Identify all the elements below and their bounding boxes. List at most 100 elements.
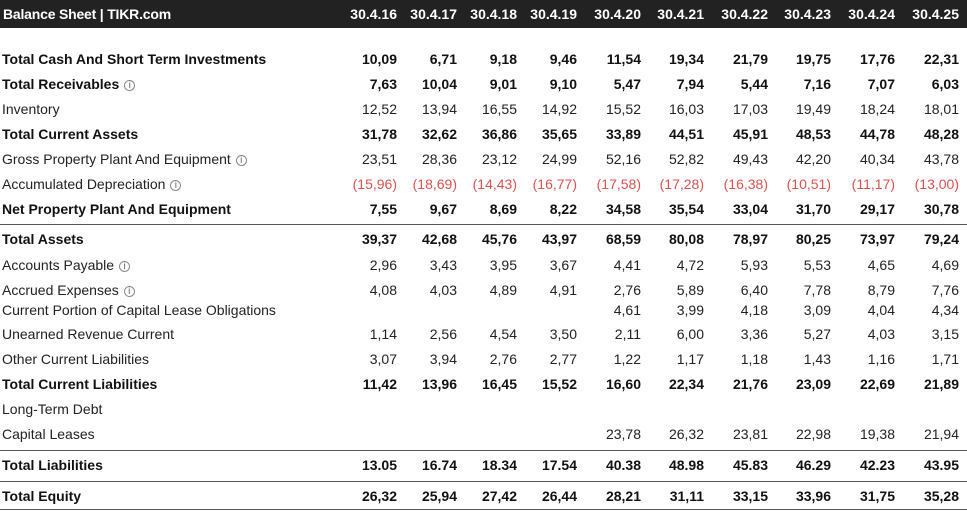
value-cell: 23,51 (361, 151, 397, 167)
value-cell: (11,17) (851, 176, 895, 192)
value-cell: 23,12 (481, 151, 517, 167)
value-cell: 3,94 (429, 351, 457, 367)
value-cell: 33,04 (732, 201, 768, 217)
row-current-capital-lease: Current Portion of Capital Lease Obligat… (0, 299, 967, 323)
value-cell: 43,78 (923, 151, 959, 167)
row-label: Total Assets (2, 231, 84, 247)
value-cell: 35,54 (668, 201, 704, 217)
row-label: Total Liabilities (2, 457, 103, 473)
info-icon[interactable]: i (124, 80, 136, 91)
value-cell: 3,07 (369, 351, 397, 367)
info-icon[interactable]: i (170, 180, 182, 191)
value-cell: 44,78 (859, 126, 895, 142)
year-column-header: 30.4.16 (350, 6, 397, 22)
value-cell: 14,92 (541, 101, 577, 117)
value-cell: 45,91 (732, 126, 768, 142)
value-cell: 17.54 (541, 457, 577, 473)
row-label-text: Net Property Plant And Equipment (2, 201, 231, 217)
value-cell: 5,53 (803, 257, 831, 273)
row-total-assets: Total Assets 39,37 42,68 45,76 43,97 68,59 80,… (0, 228, 967, 252)
value-cell: 3,09 (803, 302, 831, 318)
value-cell: 52,82 (668, 151, 704, 167)
value-cell: 7,94 (676, 76, 704, 92)
value-cell: 8,22 (549, 201, 577, 217)
info-icon[interactable]: i (119, 261, 131, 272)
value-cell: 42,20 (795, 151, 831, 167)
value-cell: 34,58 (605, 201, 641, 217)
value-cell: 18,24 (859, 101, 895, 117)
value-cell: 44,51 (668, 126, 704, 142)
value-cell: 21,94 (923, 426, 959, 442)
row-label-text: Total Cash And Short Term Investments (2, 51, 267, 67)
row-inventory: Inventory 12,52 13,94 16,55 14,92 15,52 16,03 1… (0, 98, 967, 122)
value-cell: 1,17 (676, 351, 704, 367)
value-cell: 4,41 (613, 257, 641, 273)
row-label: Accounts Payable i (2, 257, 131, 273)
value-cell: 33,89 (605, 126, 641, 142)
row-divider (0, 450, 967, 451)
value-cell: 29,17 (859, 201, 895, 217)
row-total-liabilities: Total Liabilities 13.05 16.74 18.34 17.54 40.… (0, 454, 967, 478)
year-column-header: 30.4.21 (657, 6, 704, 22)
value-cell: 11,42 (362, 376, 397, 392)
value-cell: 31,11 (669, 488, 704, 504)
value-cell: 2,96 (369, 257, 397, 273)
value-cell: 31,70 (795, 201, 831, 217)
value-cell: 4,03 (429, 282, 457, 298)
value-cell: 9,10 (549, 76, 577, 92)
value-cell: (13,00) (914, 176, 959, 192)
value-cell: 10,04 (421, 76, 457, 92)
value-cell: 3,15 (931, 326, 959, 342)
value-cell: 25,94 (421, 488, 457, 504)
row-label: Inventory (2, 101, 60, 117)
year-column-header: 30.4.19 (530, 6, 577, 22)
value-cell: 30,78 (923, 201, 959, 217)
value-cell: 2,11 (614, 326, 641, 342)
value-cell: 1,18 (740, 351, 768, 367)
value-cell: 2,56 (429, 326, 457, 342)
row-label: Accrued Expenses i (2, 282, 135, 298)
row-divider (0, 509, 967, 510)
value-cell: 1,22 (613, 351, 641, 367)
value-cell: 9,67 (429, 201, 457, 217)
year-column-header: 30.4.18 (470, 6, 517, 22)
value-cell: 49,43 (732, 151, 768, 167)
value-cell: 22,69 (859, 376, 895, 392)
row-label-text: Inventory (2, 101, 60, 117)
row-divider (0, 481, 967, 482)
row-label: Accumulated Depreciation i (2, 176, 182, 192)
row-long-term-debt: Long-Term Debt (0, 398, 967, 422)
value-cell: 21,89 (923, 376, 959, 392)
value-cell: 45,76 (481, 231, 517, 247)
value-cell: 17,03 (732, 101, 768, 117)
info-icon[interactable]: i (123, 286, 135, 297)
value-cell: 7,16 (803, 76, 831, 92)
value-cell: 4,69 (931, 257, 959, 273)
row-label: Total Receivables i (2, 76, 136, 92)
row-label-text: Accrued Expenses (2, 282, 119, 298)
value-cell: 48,53 (795, 126, 831, 142)
year-column-header: 30.4.17 (410, 6, 457, 22)
value-cell: 22,98 (795, 426, 831, 442)
value-cell: 26,32 (361, 488, 397, 504)
value-cell: 4,61 (613, 302, 641, 318)
value-cell: 3,67 (549, 257, 577, 273)
row-label-text: Total Current Assets (2, 126, 139, 142)
value-cell: 3,95 (489, 257, 517, 273)
row-label: Other Current Liabilities (2, 351, 149, 367)
value-cell: 18,01 (923, 101, 959, 117)
value-cell: 4,08 (369, 282, 397, 298)
row-label-text: Total Assets (2, 231, 84, 247)
value-cell: 33,15 (732, 488, 768, 504)
value-cell: 7,63 (369, 76, 397, 92)
row-label-text: Current Portion of Capital Lease Obligat… (2, 302, 276, 318)
value-cell: 15,52 (541, 376, 577, 392)
value-cell: (17,58) (596, 176, 641, 192)
row-label: Net Property Plant And Equipment (2, 201, 231, 217)
value-cell: 13,96 (421, 376, 457, 392)
value-cell: 5,47 (613, 76, 641, 92)
info-icon[interactable]: i (235, 155, 247, 166)
value-cell: 13,94 (421, 101, 457, 117)
value-cell: 42.23 (859, 457, 895, 473)
year-column-header: 30.4.23 (784, 6, 831, 22)
